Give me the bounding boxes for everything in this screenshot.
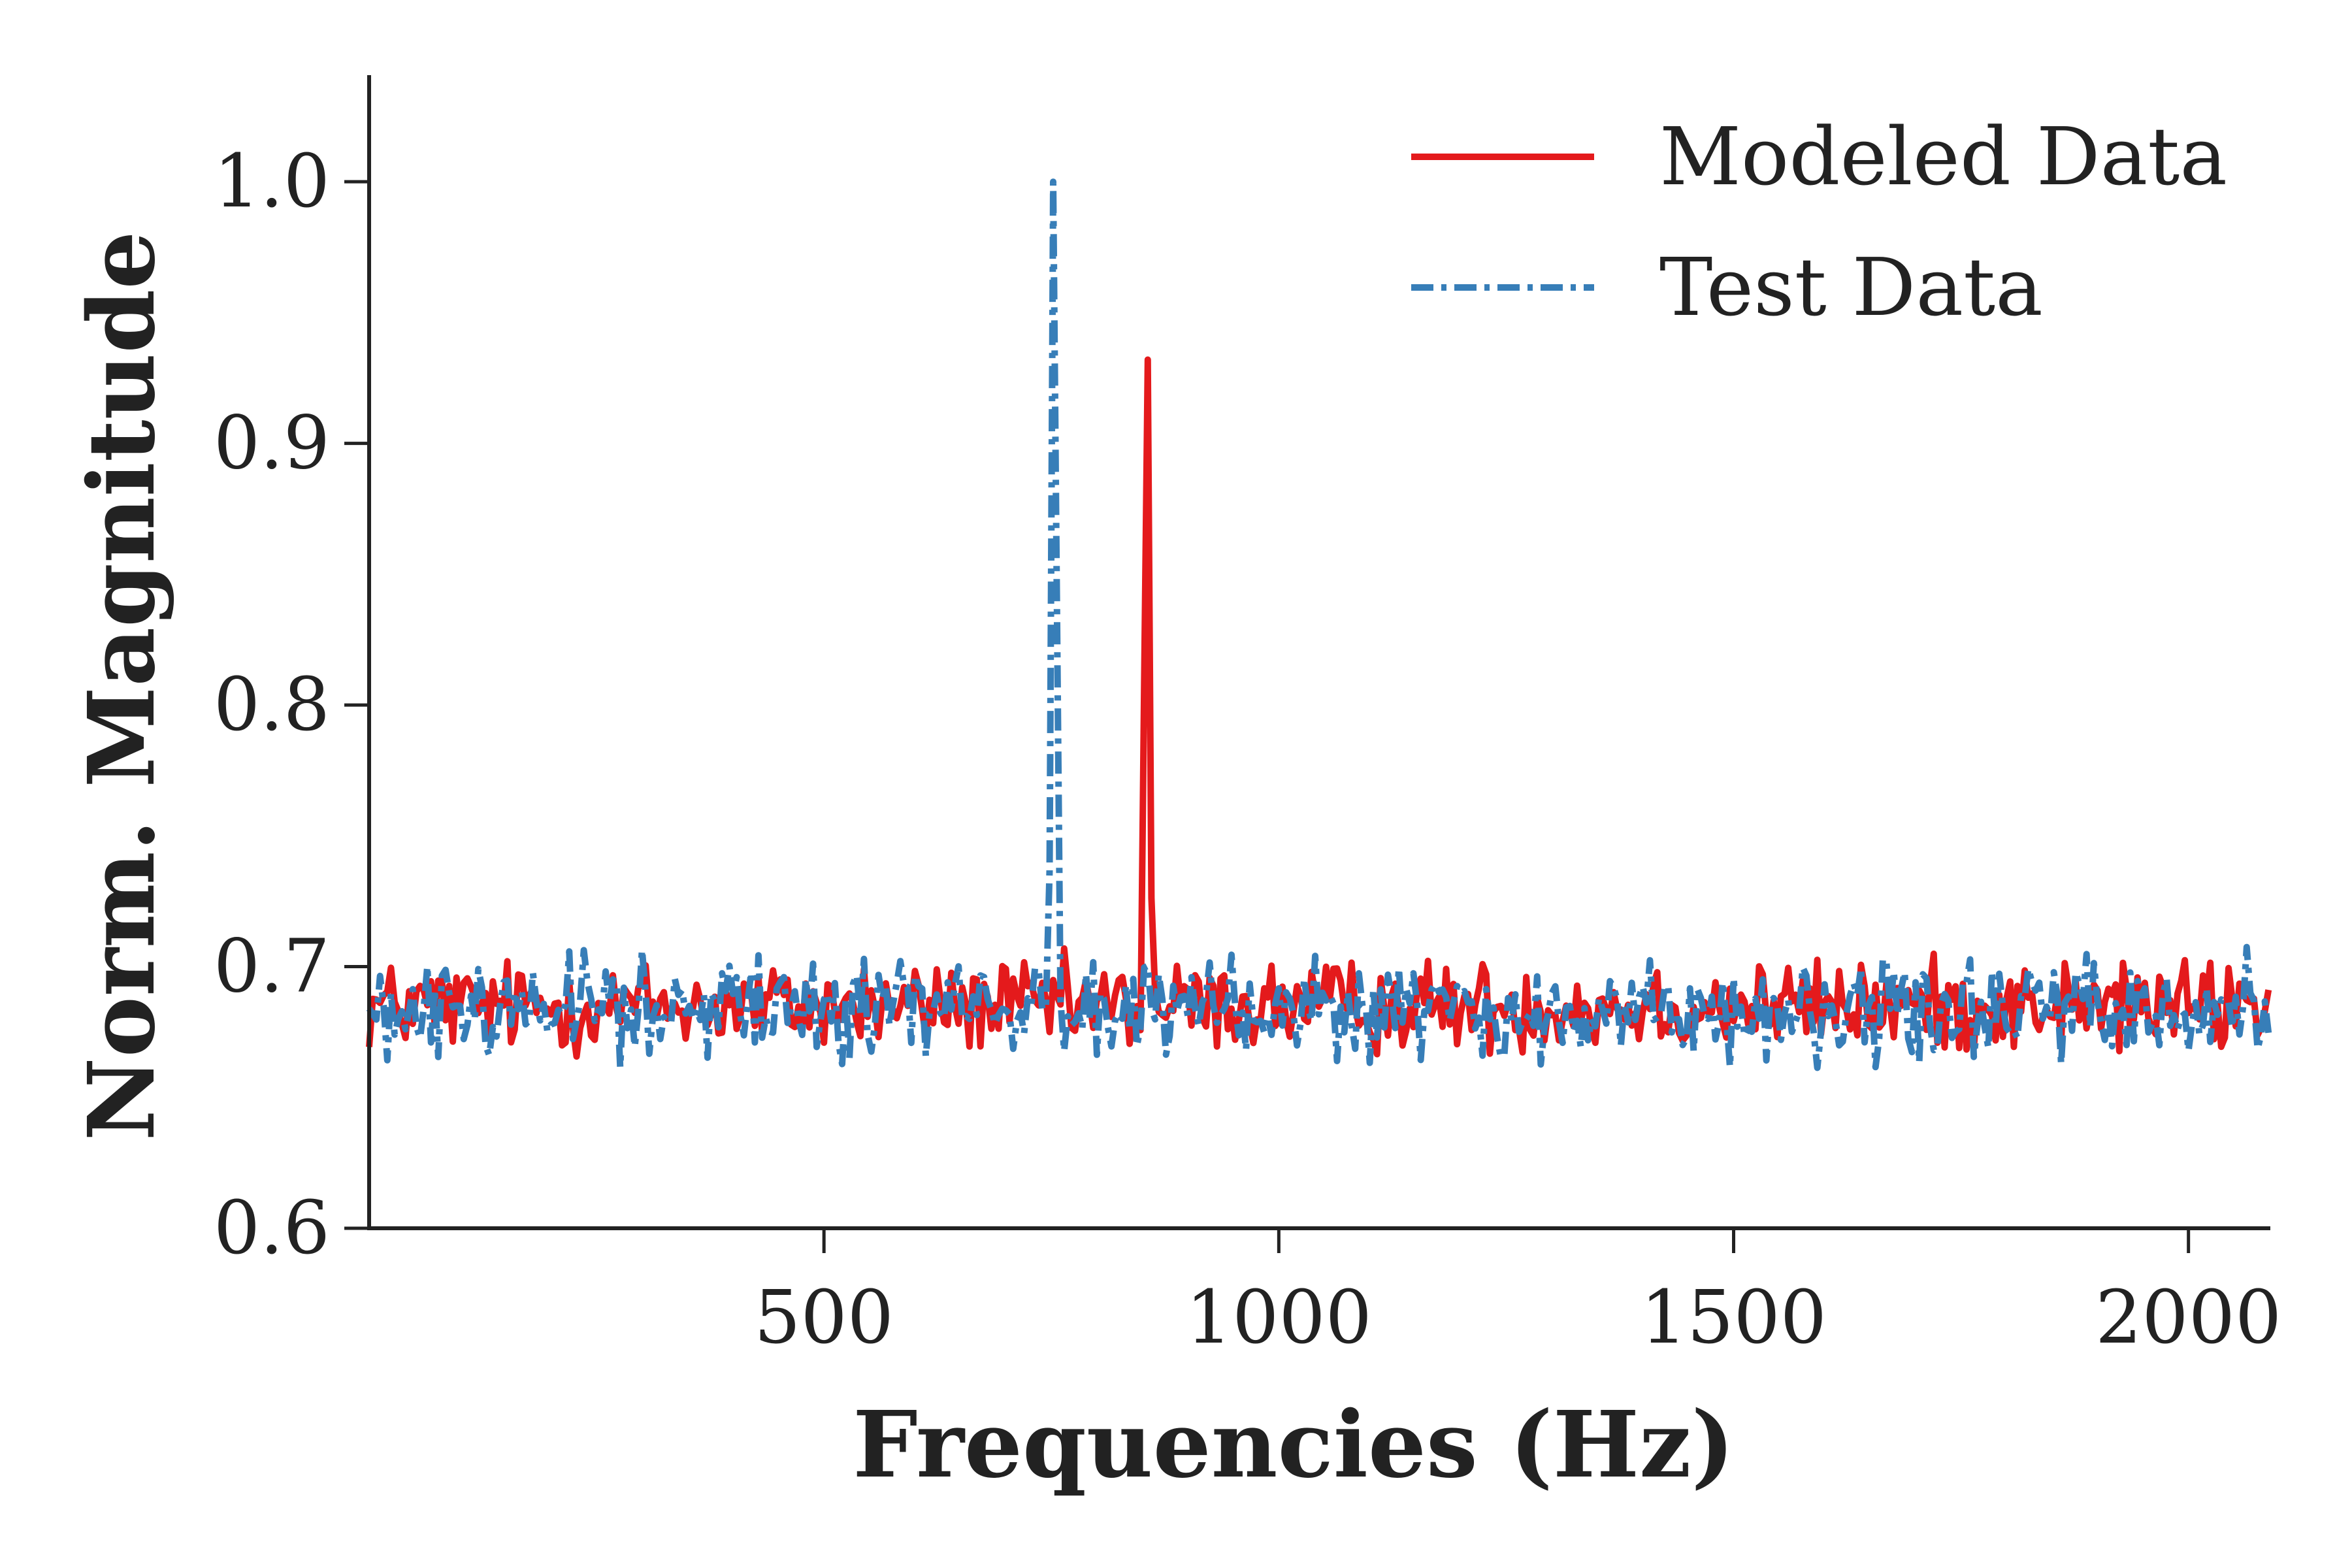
y-tick-label: 0.6 — [214, 1186, 330, 1271]
legend-label-test-data: Test Data — [1659, 241, 2043, 334]
x-axis-label: Frequencies (Hz) — [853, 1392, 1735, 1499]
series-line-modeled-data — [366, 356, 2272, 1060]
y-tick-label: 0.9 — [214, 401, 330, 486]
x-tick-label: 2000 — [2095, 1275, 2281, 1360]
legend: Modeled Data Test Data — [1411, 110, 2227, 334]
y-axis-label: Norm. Magnitude — [69, 231, 176, 1141]
plot-area — [366, 178, 2272, 1071]
axes — [367, 75, 2270, 1230]
ticks: 500 1000 1500 2000 0.6 0.7 0.8 0.9 1.0 — [214, 139, 2281, 1360]
x-tick-label: 1500 — [1641, 1275, 1827, 1360]
y-tick-label: 1.0 — [214, 139, 330, 224]
x-tick-label: 1000 — [1186, 1275, 1372, 1360]
legend-label-modeled-data: Modeled Data — [1659, 110, 2227, 203]
y-tick-label: 0.7 — [214, 924, 330, 1009]
series-line-test-data — [366, 178, 2272, 1071]
y-tick-label: 0.8 — [214, 662, 330, 747]
x-tick-label: 500 — [754, 1275, 894, 1360]
